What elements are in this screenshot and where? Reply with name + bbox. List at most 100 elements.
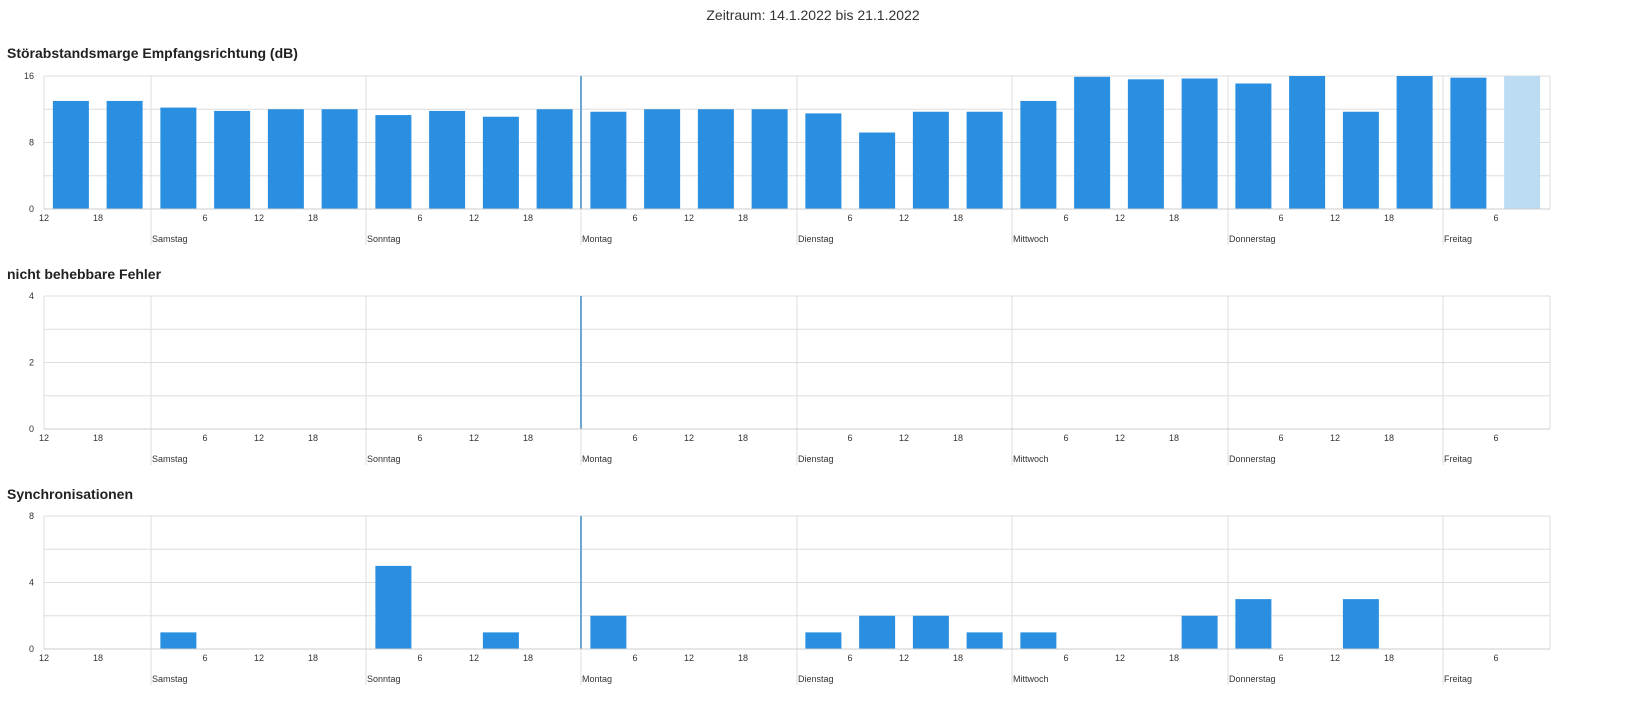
bar: [1020, 100, 1057, 209]
day-label: Sonntag: [367, 454, 401, 464]
day-label: Samstag: [152, 454, 188, 464]
x-tick-label: 6: [202, 653, 207, 663]
bar: [590, 111, 627, 209]
bar: [966, 632, 1003, 649]
y-tick-label: 0: [29, 204, 34, 214]
x-tick-label: 6: [632, 433, 637, 443]
x-tick-label: 18: [738, 213, 748, 223]
day-label: Dienstag: [798, 674, 834, 684]
x-tick-label: 6: [417, 213, 422, 223]
day-label: Donnerstag: [1229, 454, 1276, 464]
x-tick-label: 6: [1278, 653, 1283, 663]
day-label: Sonntag: [367, 674, 401, 684]
day-label: Montag: [582, 454, 612, 464]
x-tick-label: 12: [469, 653, 479, 663]
y-tick-label: 4: [29, 291, 34, 301]
x-tick-label: 12: [899, 653, 909, 663]
bar: [321, 109, 358, 209]
x-tick-label: 6: [1063, 433, 1068, 443]
bar: [1504, 76, 1541, 209]
bar: [912, 111, 949, 209]
synchronisations-chart: 8 4 0 12 18 6 12 18 6 12 18 6 12 18 6 12 18 6 12 18 6 12 18 6 Sa…: [29, 511, 1551, 685]
x-tick-label: 18: [738, 653, 748, 663]
x-tick-label: 6: [847, 433, 852, 443]
x-tick-label: 6: [632, 213, 637, 223]
x-tick-label: 12: [1330, 653, 1340, 663]
x-tick-label: 12: [1330, 213, 1340, 223]
bar: [160, 107, 197, 209]
x-tick-label: 6: [202, 433, 207, 443]
bar: [267, 109, 304, 209]
bar: [805, 632, 842, 649]
bar: [1342, 599, 1379, 649]
bar: [52, 100, 89, 209]
snr-margin-chart: 16 8 0 12 18 6 12 18 6 12 18 6 12 18 6 12 18 6 12 18 6 12 18 6 S…: [24, 71, 1551, 245]
x-tick-label: 6: [1493, 653, 1498, 663]
bar: [1181, 78, 1218, 210]
bar: [966, 111, 1003, 209]
day-label: Freitag: [1444, 674, 1472, 684]
x-tick-label: 18: [308, 433, 318, 443]
x-tick-label: 18: [523, 213, 533, 223]
bar: [482, 632, 519, 649]
bar: [805, 113, 842, 209]
bar: [644, 109, 681, 209]
x-tick-label: 18: [1169, 653, 1179, 663]
bar: [1235, 83, 1272, 209]
x-tick-label: 12: [1115, 653, 1125, 663]
bar: [160, 632, 197, 649]
x-tick-label: 6: [847, 653, 852, 663]
x-tick-label: 18: [953, 433, 963, 443]
day-label: Donnerstag: [1229, 234, 1276, 244]
x-tick-label: 12: [39, 213, 49, 223]
x-tick-label: 6: [417, 653, 422, 663]
x-tick-label: 6: [1278, 213, 1283, 223]
day-label: Mittwoch: [1013, 454, 1049, 464]
day-label: Montag: [582, 674, 612, 684]
x-tick-label: 18: [1384, 433, 1394, 443]
bar: [697, 109, 734, 209]
bar: [1020, 632, 1057, 649]
day-label: Freitag: [1444, 234, 1472, 244]
y-tick-label: 0: [29, 424, 34, 434]
x-tick-label: 12: [899, 433, 909, 443]
bar: [1342, 111, 1379, 209]
day-label: Donnerstag: [1229, 674, 1276, 684]
chart-title-snr: Störabstandsmarge Empfangsrichtung (dB): [7, 45, 298, 61]
x-tick-label: 18: [93, 653, 103, 663]
x-tick-label: 12: [684, 213, 694, 223]
x-tick-label: 12: [899, 213, 909, 223]
bar: [1235, 599, 1272, 649]
bar: [106, 100, 143, 209]
bar: [859, 132, 896, 209]
x-tick-label: 18: [308, 213, 318, 223]
x-tick-label: 18: [523, 653, 533, 663]
bar: [482, 116, 519, 209]
bar: [375, 565, 412, 649]
bar: [912, 615, 949, 649]
y-tick-label: 8: [29, 138, 34, 148]
y-tick-label: 0: [29, 644, 34, 654]
uncorrectable-errors-chart: 4 2 0 12 18 6 12 18 6 12 18 6 12 18 6 12 18 6 12 18 6 12 18 6 Sa…: [29, 291, 1551, 465]
x-tick-label: 6: [1063, 653, 1068, 663]
bar: [1396, 76, 1433, 209]
day-label: Samstag: [152, 674, 188, 684]
x-tick-label: 18: [953, 653, 963, 663]
x-tick-label: 18: [523, 433, 533, 443]
x-tick-label: 6: [847, 213, 852, 223]
x-tick-label: 18: [93, 433, 103, 443]
x-tick-label: 12: [469, 213, 479, 223]
bar: [214, 110, 251, 209]
x-tick-label: 18: [1384, 653, 1394, 663]
bar: [751, 109, 788, 209]
day-label: Montag: [582, 234, 612, 244]
x-tick-label: 18: [1169, 213, 1179, 223]
x-tick-label: 12: [1115, 213, 1125, 223]
y-tick-label: 8: [29, 511, 34, 521]
period-label: Zeitraum: 14.1.2022 bis 21.1.2022: [706, 7, 920, 23]
y-tick-label: 4: [29, 578, 34, 588]
y-tick-label: 16: [24, 71, 34, 81]
bar: [536, 109, 573, 209]
day-label: Mittwoch: [1013, 234, 1049, 244]
day-label: Sonntag: [367, 234, 401, 244]
